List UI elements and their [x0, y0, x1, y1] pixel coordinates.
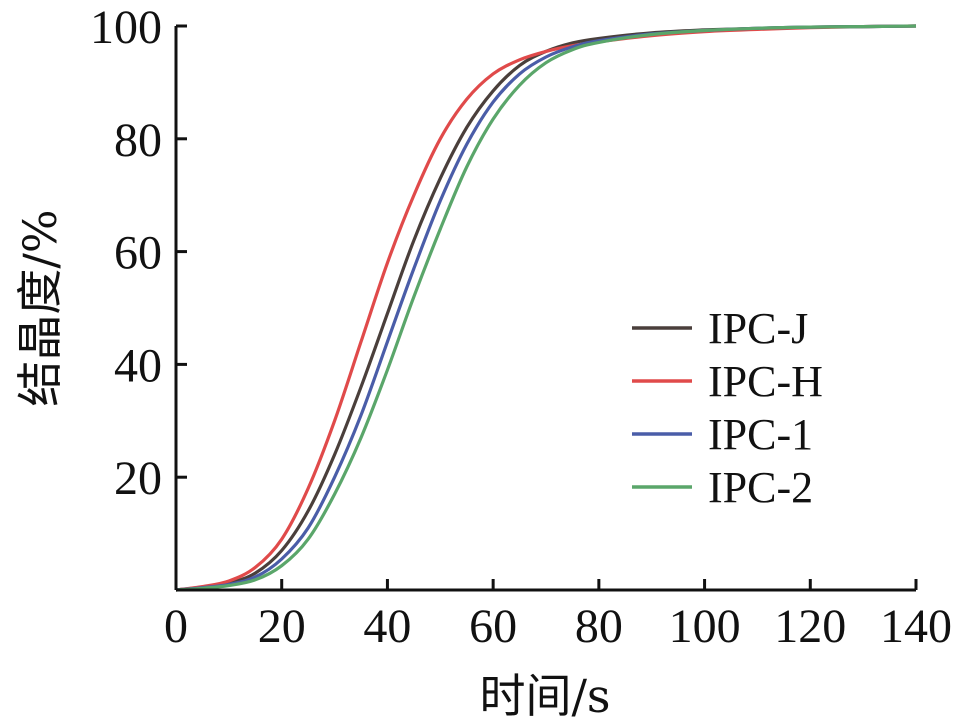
legend-label: IPC-J	[708, 304, 808, 353]
legend-label: IPC-H	[708, 357, 823, 406]
x-ticks: 0 20 40 60 80 100 120 140	[164, 579, 952, 653]
x-tick-label: 60	[469, 600, 517, 653]
x-tick-label: 80	[575, 600, 623, 653]
y-ticks: 20 40 60 80 100	[90, 1, 187, 505]
x-tick-label: 0	[164, 600, 188, 653]
y-axis-title: 结晶度/%	[13, 209, 67, 406]
x-tick-label: 20	[258, 600, 306, 653]
series-line-ipc-2	[175, 24, 917, 592]
x-tick-label: 120	[774, 600, 846, 653]
x-tick-label: 140	[880, 600, 952, 653]
x-tick-label: 40	[363, 600, 411, 653]
plot-lines	[175, 24, 917, 592]
legend-label: IPC-1	[708, 410, 813, 459]
y-tick-label: 40	[114, 339, 162, 392]
y-tick-label: 60	[114, 227, 162, 280]
y-tick-label: 80	[114, 114, 162, 167]
legend-label: IPC-2	[708, 463, 813, 512]
y-tick-label: 100	[90, 1, 162, 54]
x-tick-label: 100	[669, 600, 741, 653]
x-axis-title: 时间/s	[479, 669, 610, 721]
y-tick-label: 20	[114, 452, 162, 505]
